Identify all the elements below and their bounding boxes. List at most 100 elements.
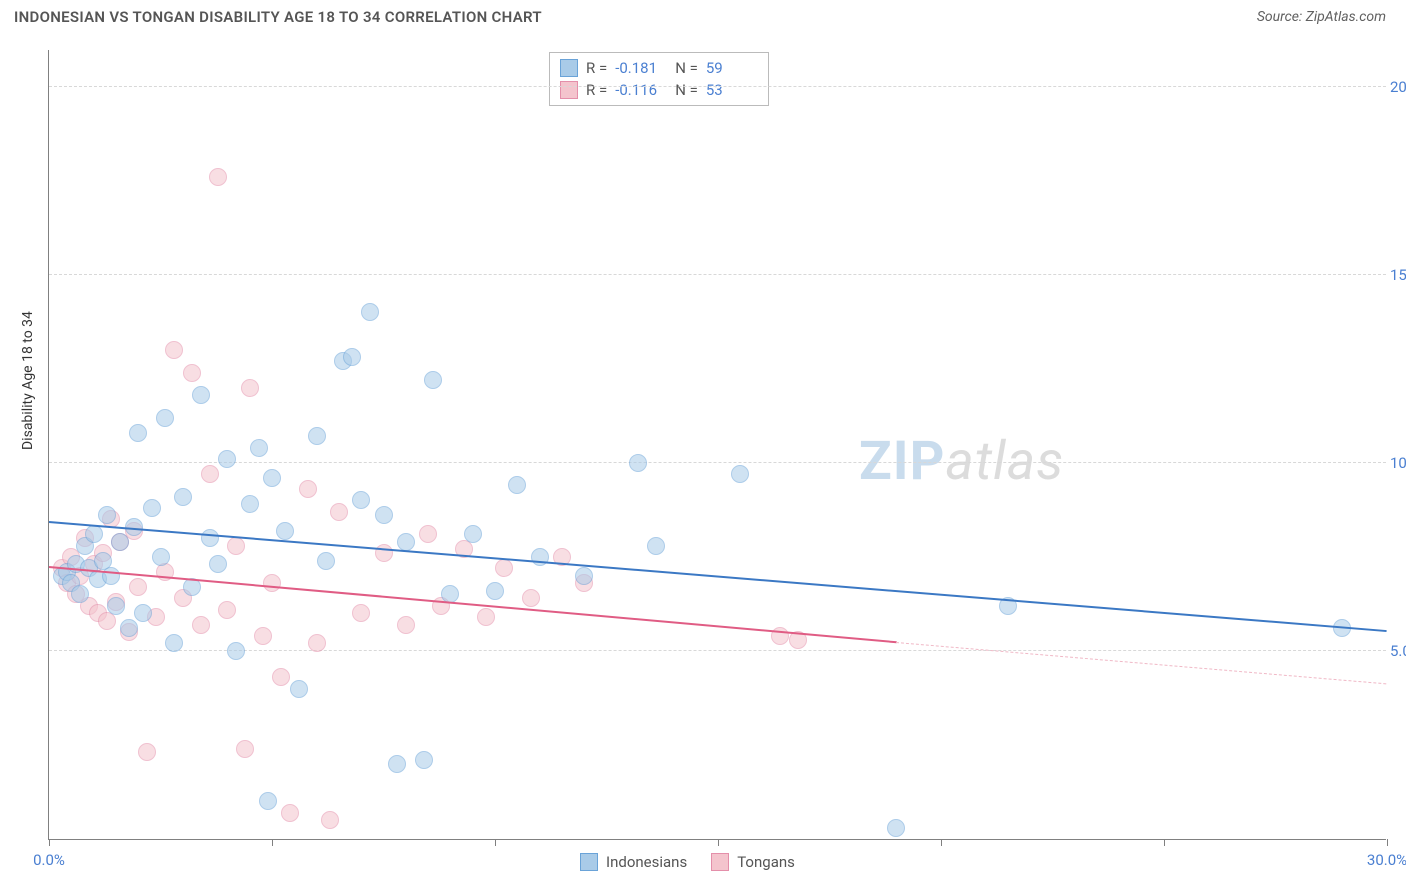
legend-bottom: Indonesians Tongans: [580, 853, 795, 871]
y-tick-label: 10.0%: [1390, 454, 1406, 472]
scatter-point: [241, 495, 259, 513]
scatter-point: [201, 465, 219, 483]
legend-swatch: [560, 81, 578, 99]
legend-n-value: 53: [706, 81, 758, 99]
scatter-point: [486, 582, 504, 600]
scatter-point: [321, 811, 339, 829]
gridline: [49, 462, 1386, 463]
x-tick: [49, 839, 50, 846]
scatter-point: [129, 578, 147, 596]
scatter-point: [388, 755, 406, 773]
scatter-point: [276, 522, 294, 540]
scatter-point: [308, 427, 326, 445]
source-attribution: Source: ZipAtlas.com: [1257, 9, 1386, 25]
scatter-point: [495, 559, 513, 577]
scatter-point: [134, 604, 152, 622]
x-tick: [718, 839, 719, 846]
scatter-point: [419, 525, 437, 543]
scatter-point: [156, 409, 174, 427]
scatter-point: [508, 476, 526, 494]
legend-r-value: -0.116: [615, 81, 667, 99]
scatter-point: [71, 585, 89, 603]
source-name: ZipAtlas.com: [1306, 9, 1386, 25]
legend-series-name: Tongans: [737, 853, 795, 871]
scatter-point: [209, 168, 227, 186]
legend-n-label: N =: [675, 59, 698, 77]
scatter-point: [343, 348, 361, 366]
scatter-point: [375, 506, 393, 524]
scatter-point: [85, 525, 103, 543]
scatter-point: [272, 668, 290, 686]
legend-stats-row: R = -0.181 N = 59: [560, 57, 758, 79]
legend-stats-box: R = -0.181 N = 59R = -0.116 N = 53: [549, 52, 769, 106]
scatter-point: [102, 567, 120, 585]
scatter-point: [107, 597, 125, 615]
scatter-point: [308, 634, 326, 652]
scatter-point: [522, 589, 540, 607]
scatter-point: [241, 379, 259, 397]
scatter-point: [201, 529, 219, 547]
legend-r-value: -0.181: [615, 59, 667, 77]
legend-n-label: N =: [675, 81, 698, 99]
scatter-point: [575, 567, 593, 585]
legend-n-value: 59: [706, 59, 758, 77]
legend-series-name: Indonesians: [606, 853, 687, 871]
scatter-point: [424, 371, 442, 389]
scatter-point: [227, 642, 245, 660]
scatter-point: [263, 574, 281, 592]
gridline: [49, 274, 1386, 275]
scatter-point: [174, 488, 192, 506]
scatter-point: [236, 740, 254, 758]
x-tick-label-right: 30.0%: [1367, 851, 1406, 869]
legend-item: Indonesians: [580, 853, 687, 871]
y-tick-label: 20.0%: [1390, 78, 1406, 96]
scatter-point: [129, 424, 147, 442]
scatter-point: [192, 386, 210, 404]
scatter-point: [415, 751, 433, 769]
scatter-point: [464, 525, 482, 543]
x-tick: [272, 839, 273, 846]
legend-stats-row: R =-0.116N =53: [560, 79, 758, 101]
y-tick-label: 5.0%: [1390, 642, 1406, 660]
scatter-point: [98, 506, 116, 524]
legend-r-label: R =: [586, 59, 607, 77]
scatter-point: [218, 450, 236, 468]
scatter-point: [397, 533, 415, 551]
trendline: [49, 521, 1387, 632]
x-tick: [941, 839, 942, 846]
scatter-point: [165, 634, 183, 652]
scatter-point: [192, 616, 210, 634]
trendline-dashed: [896, 642, 1387, 684]
x-tick: [1164, 839, 1165, 846]
scatter-point: [647, 537, 665, 555]
scatter-point: [317, 552, 335, 570]
scatter-chart: ZIPatlas R =-0.181N =59R =-0.116N =53 In…: [48, 50, 1386, 840]
scatter-point: [887, 819, 905, 837]
scatter-point: [259, 792, 277, 810]
scatter-point: [299, 480, 317, 498]
scatter-point: [218, 601, 236, 619]
scatter-point: [120, 619, 138, 637]
scatter-point: [397, 616, 415, 634]
x-tick: [495, 839, 496, 846]
scatter-point: [477, 608, 495, 626]
scatter-point: [290, 680, 308, 698]
gridline: [49, 86, 1386, 87]
legend-item: Tongans: [711, 853, 795, 871]
legend-swatch: [560, 59, 578, 77]
scatter-point: [111, 533, 129, 551]
scatter-point: [227, 537, 245, 555]
scatter-point: [731, 465, 749, 483]
scatter-point: [281, 804, 299, 822]
y-axis-label: Disability Age 18 to 34: [20, 311, 36, 450]
scatter-point: [629, 454, 647, 472]
scatter-point: [143, 499, 161, 517]
scatter-point: [138, 743, 156, 761]
scatter-point: [352, 491, 370, 509]
y-tick-label: 15.0%: [1390, 266, 1406, 284]
scatter-point: [209, 555, 227, 573]
chart-title: INDONESIAN VS TONGAN DISABILITY AGE 18 T…: [14, 8, 542, 26]
scatter-point: [361, 303, 379, 321]
source-prefix: Source:: [1257, 9, 1306, 25]
scatter-point: [352, 604, 370, 622]
